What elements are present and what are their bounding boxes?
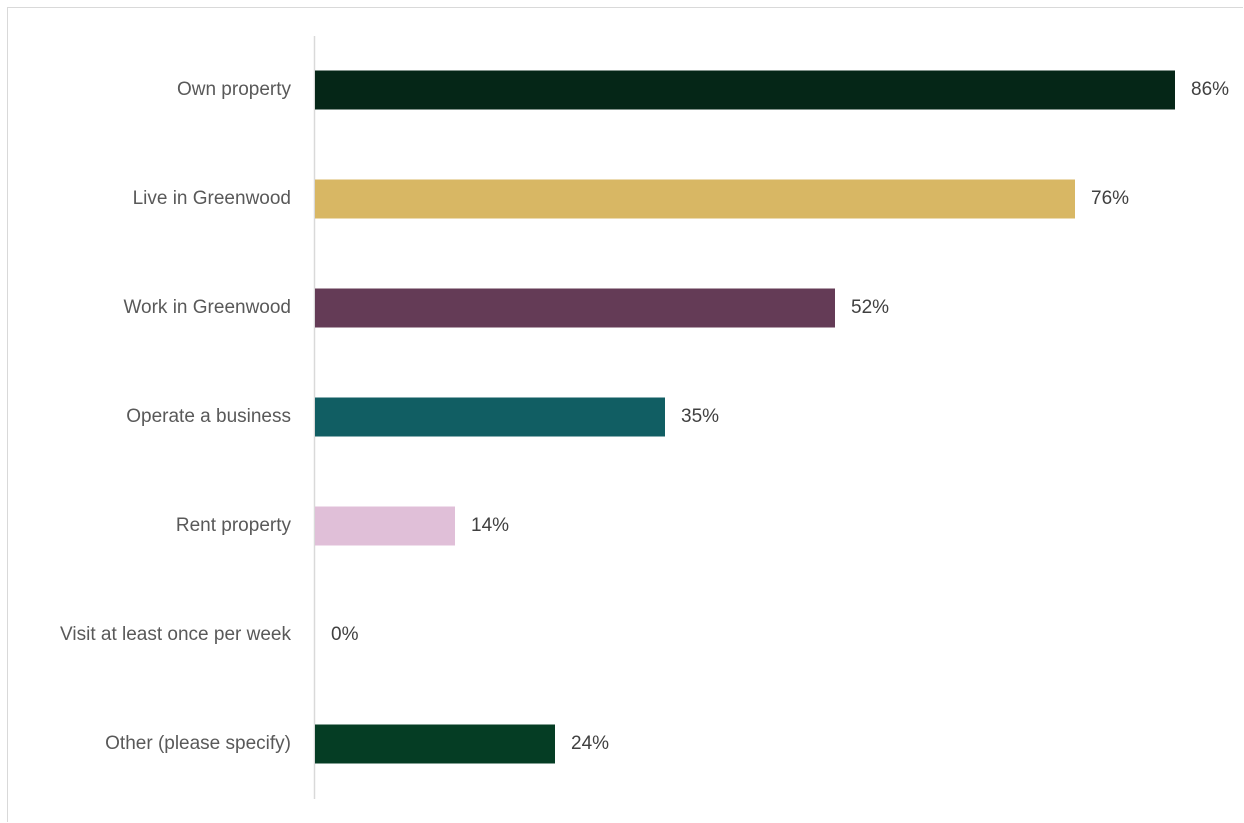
- value-label: 76%: [1091, 188, 1129, 209]
- bar: [315, 506, 455, 546]
- value-label: 0%: [331, 624, 359, 645]
- category-label: Visit at least once per week: [60, 624, 291, 645]
- category-label: Own property: [177, 79, 292, 100]
- bar: [315, 70, 1175, 110]
- category-label: Rent property: [176, 515, 292, 536]
- bar: [315, 179, 1075, 219]
- category-label: Other (please specify): [105, 733, 291, 754]
- value-label: 86%: [1191, 79, 1229, 100]
- chart-frame: [7, 7, 1243, 822]
- category-label: Operate a business: [126, 406, 291, 427]
- value-label: 35%: [681, 406, 719, 427]
- category-label: Live in Greenwood: [133, 188, 291, 209]
- value-label: 24%: [571, 733, 609, 754]
- bar: [315, 288, 835, 328]
- value-label: 52%: [851, 297, 889, 318]
- bar: [315, 397, 665, 437]
- bar: [315, 724, 555, 764]
- category-label: Work in Greenwood: [123, 297, 291, 318]
- value-label: 14%: [471, 515, 509, 536]
